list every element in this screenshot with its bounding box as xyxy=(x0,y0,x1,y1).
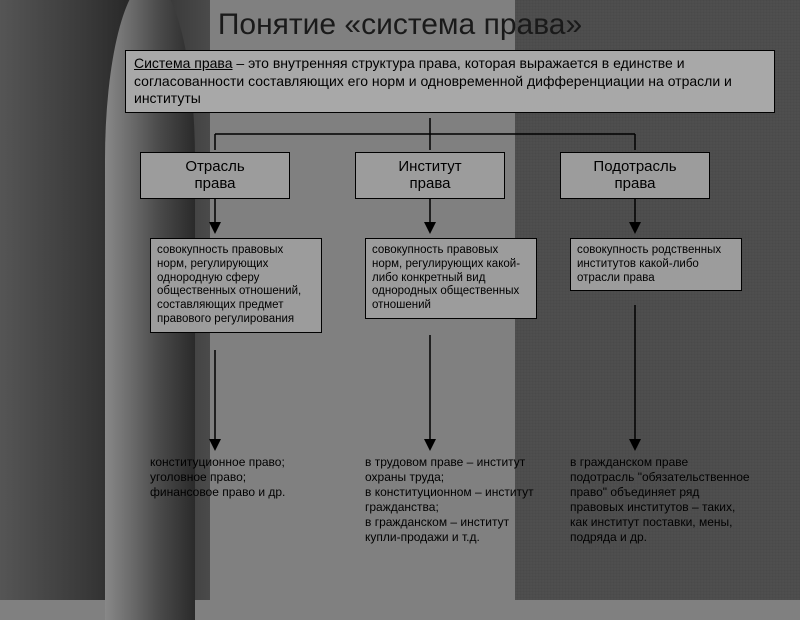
col0-example-text: конституционное право; уголовное право;ф… xyxy=(150,455,285,499)
col0-example: конституционное право; уголовное право;ф… xyxy=(150,455,330,500)
col2-header: Подотрасль права xyxy=(560,152,710,199)
col1-example: в трудовом праве – институт охраны труда… xyxy=(365,455,545,545)
slide-content: Понятие «система права» Система права – … xyxy=(0,0,800,600)
col0-header-l2: права xyxy=(195,175,236,192)
col2-example: в гражданском праве подотрасль "обязател… xyxy=(570,455,750,545)
col1-desc: совокупность правовых норм, регулирующих… xyxy=(365,238,537,319)
col1-example-text: в трудовом праве – институт охраны труда… xyxy=(365,455,534,544)
col0-desc: совокупность правовых норм, регулирующих… xyxy=(150,238,322,333)
col1-header: Институт права xyxy=(355,152,505,199)
col1-header-l1: Институт xyxy=(398,158,461,175)
col0-header: Отрасль права xyxy=(140,152,290,199)
definition-box: Система права – это внутренняя структура… xyxy=(125,50,775,113)
definition-term: Система права xyxy=(134,55,233,71)
col2-desc: совокупность родственных институтов како… xyxy=(570,238,742,291)
slide-title: Понятие «система права» xyxy=(0,8,800,42)
col0-header-l1: Отрасль xyxy=(185,158,244,175)
col2-header-l2: права xyxy=(615,175,656,192)
col1-header-l2: права xyxy=(410,175,451,192)
col2-example-text: в гражданском праве подотрасль "обязател… xyxy=(570,455,750,544)
col2-header-l1: Подотрасль xyxy=(593,158,676,175)
